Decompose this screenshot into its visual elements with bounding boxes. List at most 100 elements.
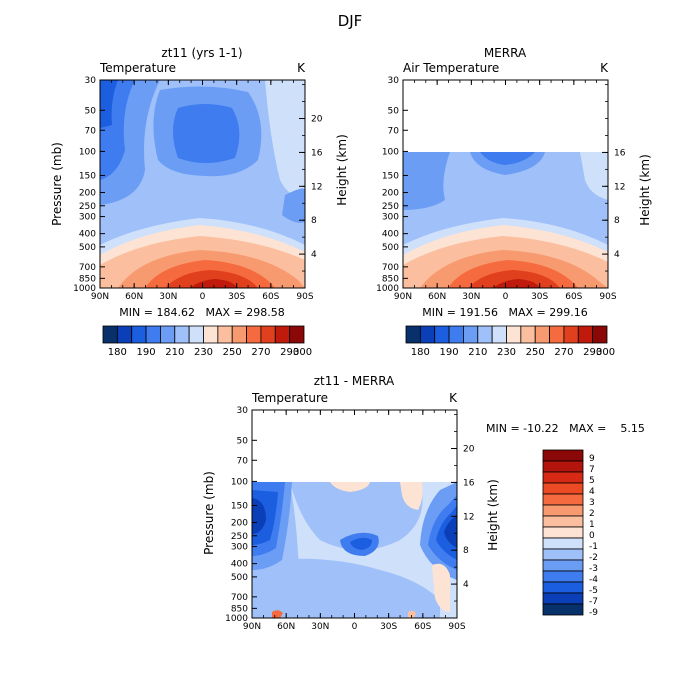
field-region-right [282,188,305,223]
y-tick-label: 850 [231,604,248,614]
colorbar-swatch [520,325,536,344]
x-tick-label: 60S [262,292,279,302]
x-tick-label: 60N [428,292,446,302]
y-tick-label: 500 [382,243,399,253]
y-right-tick-label: 16 [463,478,475,488]
colorbar-swatch [542,504,584,517]
colorbar-label: -7 [589,597,598,607]
colorbar-swatch [217,325,233,344]
panel-title: MERRA [484,46,527,60]
colorbar-swatch [405,325,421,344]
x-tick-label: 90S [296,292,313,302]
y-right-tick-label: 8 [463,546,469,556]
colorbar-label: -1 [589,542,598,552]
field-region-left-3 [100,80,118,128]
colorbar-label: 300 [293,347,312,358]
colorbar-swatch [542,548,584,561]
colorbar-label: 5 [589,476,595,486]
stats-label: MIN = -10.22 MAX = 5.15 [486,422,645,435]
field-band-6 [165,270,258,288]
colorbar-swatch [592,325,608,344]
colorbar-label: 270 [554,347,573,358]
field-region-top-inner [480,152,535,165]
panel-units: K [297,61,306,75]
y-tick-label: 850 [79,274,96,284]
colorbar-label: 210 [165,347,184,358]
x-tick-label: 0 [352,622,358,632]
colorbar-swatch [188,325,204,344]
y-right-tick-label: 4 [311,250,317,260]
field-cold-blob-inner [173,104,240,163]
colorbar-label: 2 [589,509,595,519]
colorbar-label: 250 [526,347,545,358]
x-tick-label: 30N [159,292,177,302]
y-tick-label: 400 [382,230,399,240]
colorbar-label: 230 [194,347,213,358]
x-tick-label: 60N [277,622,295,632]
y-right-tick-label: 16 [311,148,323,158]
colorbar-swatch [542,581,584,594]
x-tick-label: 30S [531,292,548,302]
y-axis-right-label: Height (km) [638,154,652,225]
panel-units: K [600,61,609,75]
y-right-tick-label: 8 [311,216,317,226]
x-tick-label: 60S [414,622,431,632]
colorbar-label: 3 [589,498,595,508]
colorbar-swatch [131,325,147,344]
colorbar-swatch [542,460,584,473]
y-tick-label: 100 [231,477,248,487]
x-tick-label: 90S [599,292,616,302]
colorbar-swatch [246,325,262,344]
colorbar-label: 300 [596,347,615,358]
colorbar-label: 180 [411,347,430,358]
colorbar-swatch [491,325,507,344]
colorbar-label: 230 [497,347,516,358]
y-right-tick-label: 16 [614,148,626,158]
y-tick-label: 300 [231,543,248,553]
colorbar-swatch [463,325,479,344]
y-axis-right-label: Height (km) [486,479,500,550]
y-tick-label: 200 [79,189,96,199]
colorbar-swatch [534,325,550,344]
temperature-field [100,80,305,288]
colorbar-label: 7 [589,465,595,475]
panel-title: zt11 - MERRA [314,374,395,388]
colorbar-swatch [542,471,584,484]
colorbar-swatch [448,325,464,344]
colorbar-swatch [102,325,118,344]
axes: 90N 60N 30N 0 30S 60S 90S 30 50 70 100 150 200 250300… [73,76,323,302]
colorbar-swatch [160,325,176,344]
colorbar-swatch [542,559,584,572]
y-tick-label: 30 [388,76,400,86]
y-tick-label: 100 [79,147,96,157]
y-tick-label: 100 [382,147,399,157]
field-region-minus-2 [290,482,423,550]
stats-label: MIN = 184.62 MAX = 298.58 [119,306,284,319]
y-tick-label: 250 [231,532,248,542]
colorbar-label: 4 [589,487,595,497]
colorbar-label: 190 [440,347,459,358]
field-region-pale [265,80,305,196]
colorbar-label: 270 [251,347,270,358]
colorbar-swatch [174,325,190,344]
field-warm-spot-2 [408,610,416,618]
colorbar-swatch [577,325,594,344]
colorbar-swatch [477,325,493,344]
y-tick-label: 500 [231,573,248,583]
colorbar-swatch [289,325,305,344]
y-right-tick-label: 12 [463,512,474,522]
x-tick-label: 90N [243,622,261,632]
y-tick-label: 70 [237,456,249,466]
temperature-field [403,152,608,288]
colorbar-label: -9 [589,608,598,618]
x-tick-label: 30S [228,292,245,302]
y-tick-label: 300 [382,213,399,223]
y-tick-label: 50 [85,106,97,116]
y-right-tick-label: 4 [614,250,620,260]
y-tick-label: 70 [85,126,97,136]
panel-units: K [449,391,458,405]
y-tick-label: 150 [382,171,399,181]
colorbar-swatch [542,537,584,550]
